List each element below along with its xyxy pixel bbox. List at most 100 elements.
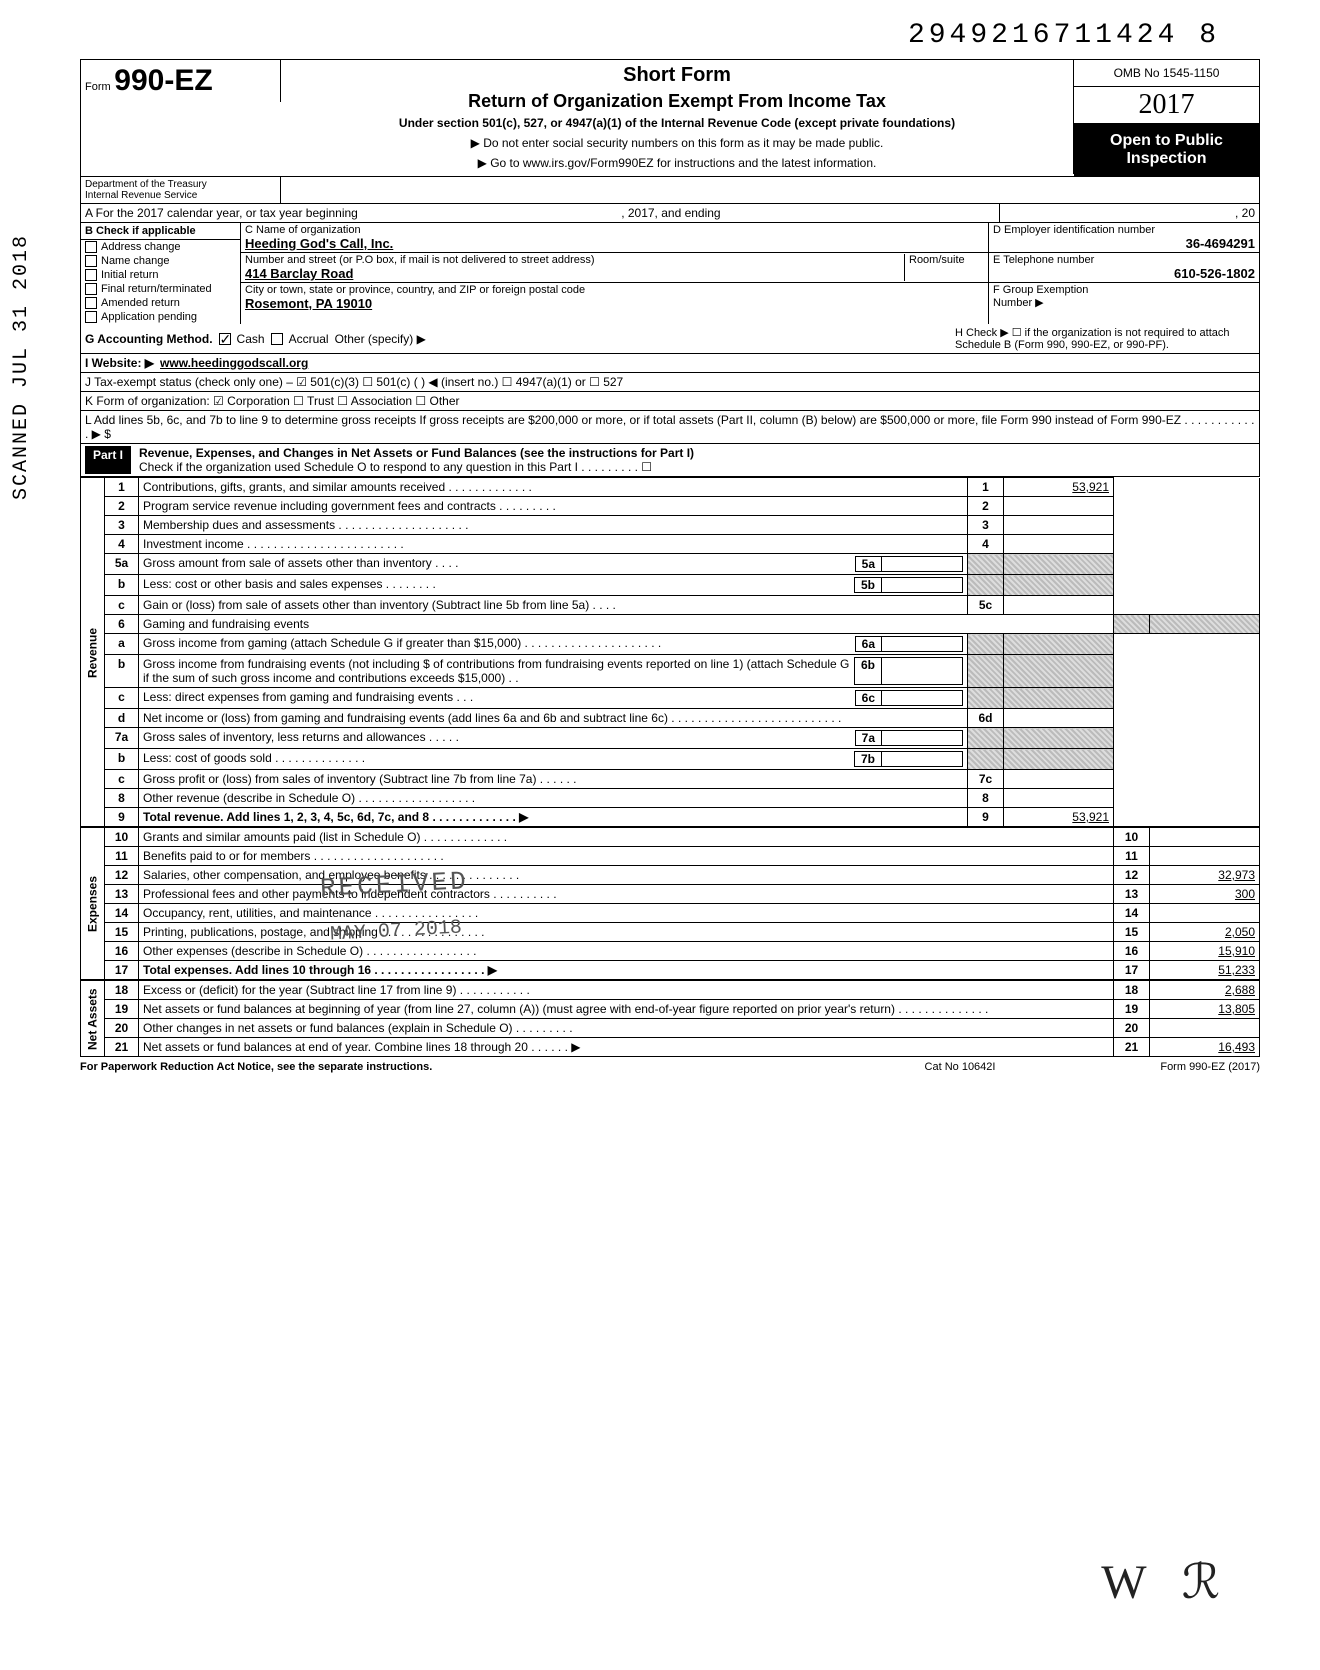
dept-irs: Internal Revenue Service — [85, 190, 276, 201]
return-title: Return of Organization Exempt From Incom… — [289, 91, 1065, 112]
line-number: 2 — [105, 497, 139, 516]
line-number: b — [105, 575, 139, 596]
line-number: 10 — [105, 828, 139, 847]
line-number: 13 — [105, 885, 139, 904]
line-description: Contributions, gifts, grants, and simila… — [139, 478, 968, 497]
line-description: Net income or (loss) from gaming and fun… — [139, 709, 968, 728]
line-description: Gross income from fundraising events (no… — [139, 655, 968, 688]
line-description: Printing, publications, postage, and shi… — [139, 923, 1114, 942]
line-number: 5a — [105, 554, 139, 575]
telephone: 610-526-1802 — [993, 266, 1255, 281]
line-description: Gross income from gaming (attach Schedul… — [139, 634, 968, 655]
line-number: 17 — [105, 961, 139, 980]
form-header: Form 990-EZ Short Form Return of Organiz… — [80, 59, 1260, 177]
line-box — [968, 688, 1004, 709]
line-description: Gaming and fundraising events — [139, 615, 1114, 634]
line-description: Less: cost or other basis and sales expe… — [139, 575, 968, 596]
line-amount — [1150, 828, 1260, 847]
chk-pending[interactable] — [85, 311, 97, 323]
line-box — [968, 728, 1004, 749]
line-row: Net Assets18Excess or (deficit) for the … — [81, 981, 1260, 1000]
b-item-1: Name change — [101, 255, 170, 267]
line-box: 9 — [968, 808, 1004, 827]
line-row: 4Investment income . . . . . . . . . . .… — [81, 535, 1260, 554]
chk-accrual[interactable] — [271, 333, 283, 345]
line-box: 14 — [1114, 904, 1150, 923]
line-description: Total expenses. Add lines 10 through 16 … — [139, 961, 1114, 980]
line-row: 13Professional fees and other payments t… — [81, 885, 1260, 904]
line-amount — [1004, 634, 1114, 655]
ein: 36-4694291 — [993, 236, 1255, 251]
line-amount: 32,973 — [1150, 866, 1260, 885]
line-amount — [1004, 749, 1114, 770]
line-box — [968, 634, 1004, 655]
org-name: Heeding God's Call, Inc. — [245, 236, 393, 251]
line-amount — [1004, 789, 1114, 808]
footer-left: For Paperwork Reduction Act Notice, see … — [80, 1061, 860, 1073]
scanned-stamp: SCANNED JUL 31 2018 — [10, 234, 33, 500]
chk-final[interactable] — [85, 283, 97, 295]
line-row: cGain or (loss) from sale of assets othe… — [81, 596, 1260, 615]
chk-name[interactable] — [85, 255, 97, 267]
row-a-mid: , 2017, and ending — [621, 206, 720, 220]
line-amount: 13,805 — [1150, 1000, 1260, 1019]
b-item-4: Amended return — [101, 297, 180, 309]
line-box: 11 — [1114, 847, 1150, 866]
h-text: H Check ▶ ☐ if the organization is not r… — [955, 326, 1255, 351]
line-row: 15Printing, publications, postage, and s… — [81, 923, 1260, 942]
line-number: 20 — [105, 1019, 139, 1038]
line-number: c — [105, 596, 139, 615]
line-number: b — [105, 655, 139, 688]
revenue-table: Revenue1Contributions, gifts, grants, an… — [80, 477, 1260, 827]
line-amount — [1004, 554, 1114, 575]
line-description: Other expenses (describe in Schedule O) … — [139, 942, 1114, 961]
line-description: Gross profit or (loss) from sales of inv… — [139, 770, 968, 789]
line-number: d — [105, 709, 139, 728]
form-number: 990-EZ — [114, 64, 212, 97]
chk-amended[interactable] — [85, 297, 97, 309]
line-description: Gross sales of inventory, less returns a… — [139, 728, 968, 749]
g-cash: Cash — [237, 332, 265, 346]
netassets-table: Net Assets18Excess or (deficit) for the … — [80, 980, 1260, 1057]
line-row: 5aGross amount from sale of assets other… — [81, 554, 1260, 575]
line-box — [968, 749, 1004, 770]
b-item-5: Application pending — [101, 311, 197, 323]
line-box: 21 — [1114, 1038, 1150, 1057]
line-number: 7a — [105, 728, 139, 749]
line-number: c — [105, 770, 139, 789]
line-amount — [1004, 535, 1114, 554]
i-label: I Website: ▶ — [85, 356, 154, 370]
chk-initial[interactable] — [85, 269, 97, 281]
line-description: Investment income . . . . . . . . . . . … — [139, 535, 968, 554]
part1-title: Revenue, Expenses, and Changes in Net As… — [139, 446, 694, 460]
line-amount: 2,050 — [1150, 923, 1260, 942]
chk-address[interactable] — [85, 241, 97, 253]
row-a-left: A For the 2017 calendar year, or tax yea… — [85, 206, 358, 220]
line-description: Salaries, other compensation, and employ… — [139, 866, 1114, 885]
b-item-2: Initial return — [101, 269, 158, 281]
goto-line: ▶ Go to www.irs.gov/Form990EZ for instru… — [289, 156, 1065, 170]
chk-cash[interactable] — [219, 333, 231, 345]
line-box: 18 — [1114, 981, 1150, 1000]
line-number: c — [105, 688, 139, 709]
k-text: K Form of organization: ☑ Corporation ☐ … — [85, 394, 460, 408]
line-description: Less: direct expenses from gaming and fu… — [139, 688, 968, 709]
f-number: Number ▶ — [993, 297, 1044, 309]
line-number: 21 — [105, 1038, 139, 1057]
line-amount — [1004, 655, 1114, 688]
line-amount — [1150, 904, 1260, 923]
line-number: a — [105, 634, 139, 655]
line-box: 17 — [1114, 961, 1150, 980]
line-row: cLess: direct expenses from gaming and f… — [81, 688, 1260, 709]
line-row: 20Other changes in net assets or fund ba… — [81, 1019, 1260, 1038]
line-row: Revenue1Contributions, gifts, grants, an… — [81, 478, 1260, 497]
line-box: 16 — [1114, 942, 1150, 961]
line-box — [968, 554, 1004, 575]
c-city-label: City or town, state or province, country… — [245, 284, 585, 296]
line-description: Membership dues and assessments . . . . … — [139, 516, 968, 535]
line-amount — [1004, 709, 1114, 728]
row-a-right: , 20 — [999, 204, 1259, 222]
line-box: 1 — [968, 478, 1004, 497]
line-amount: 53,921 — [1004, 808, 1114, 827]
line-description: Benefits paid to or for members . . . . … — [139, 847, 1114, 866]
